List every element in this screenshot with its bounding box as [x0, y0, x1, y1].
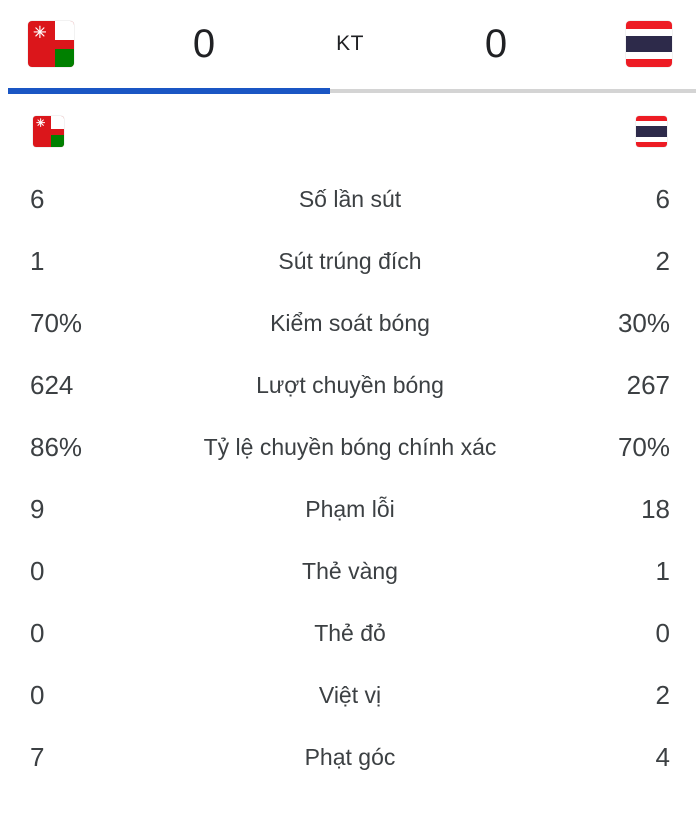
thai-stripe-white-bottom [636, 136, 667, 142]
thai-stripe-white-top [636, 121, 667, 127]
stat-label: Sút trúng đích [278, 247, 422, 274]
stat-label: Việt vị [318, 681, 382, 708]
stat-away-value: 267 [626, 369, 670, 400]
stat-away-value: 0 [655, 617, 670, 648]
stat-home-value: 624 [30, 369, 74, 400]
thai-stripe-red-bottom [626, 59, 672, 67]
thai-stripe-blue [636, 126, 667, 137]
oman-flag-white-field [50, 116, 64, 130]
stat-row: 6 Số lần sút 6 [30, 168, 670, 230]
stat-label: Số lần sút [298, 185, 402, 212]
stat-label: Thẻ đỏ [314, 619, 386, 646]
oman-emblem-icon [36, 118, 46, 128]
stat-row: 9 Phạm lỗi 18 [30, 478, 670, 540]
stat-row: 86% Tỷ lệ chuyền bóng chính xác 70% [30, 416, 670, 478]
away-score: 0 [484, 21, 508, 66]
stat-row: 0 Thẻ vàng 1 [30, 540, 670, 602]
stat-home-value: 0 [30, 617, 45, 648]
scoreboard-header: 0 KT 0 [0, 0, 700, 88]
thai-stripe-white-bottom [626, 51, 672, 60]
stat-label: Tỷ lệ chuyền bóng chính xác [203, 433, 497, 460]
match-stats-table: 6 Số lần sút 6 1 Sút trúng đích 2 70% Kiểm soát… [0, 168, 700, 822]
stat-row: 0 Thẻ đỏ 0 [30, 602, 670, 664]
oman-flag-white-field [54, 21, 74, 41]
stat-row: 0 Việt vị 2 [30, 664, 670, 726]
stat-home-value: 86% [30, 431, 83, 462]
stat-label: Kiểm soát bóng [270, 309, 430, 336]
stat-label: Phạt góc [304, 743, 396, 770]
stat-row: 1 Sút trúng đích 2 [30, 230, 670, 292]
stat-away-value: 2 [655, 245, 670, 276]
oman-emblem-icon [33, 25, 47, 39]
tab-indicator[interactable] [0, 88, 700, 95]
stat-row: 624 Lượt chuyền bóng 267 [30, 354, 670, 416]
stat-label: Thẻ vàng [302, 557, 398, 584]
stat-home-value: 6 [30, 183, 45, 214]
stat-home-value: 0 [30, 679, 45, 710]
stat-home-value: 70% [30, 307, 83, 338]
stat-away-value: 1 [655, 555, 670, 586]
thai-stripe-red-bottom [636, 141, 667, 147]
stat-label: Phạm lỗi [305, 495, 395, 522]
thai-stripe-blue [626, 36, 672, 52]
stat-away-value: 4 [655, 741, 670, 772]
away-team-flag-container [582, 21, 672, 67]
home-team-flag-container [28, 21, 118, 67]
stat-home-value: 7 [30, 741, 45, 772]
stat-row: 70% Kiểm soát bóng 30% [30, 292, 670, 354]
stat-label: Lượt chuyền bóng [256, 371, 444, 398]
stat-away-value: 18 [641, 493, 670, 524]
thailand-flag-icon-small [636, 116, 667, 147]
stat-away-value: 30% [617, 307, 670, 338]
match-status-label: KT [336, 32, 364, 55]
home-score: 0 [192, 21, 216, 66]
oman-flag-green-field [54, 48, 74, 67]
thai-stripe-red-top [636, 116, 667, 122]
thailand-flag-icon [626, 21, 672, 67]
stats-column-header-row [0, 95, 700, 168]
oman-flag-icon [28, 21, 74, 67]
stat-away-value: 70% [617, 431, 670, 462]
oman-flag-green-field [50, 134, 64, 147]
thai-stripe-red-top [626, 21, 672, 29]
stat-away-value: 6 [655, 183, 670, 214]
stat-home-value: 1 [30, 245, 45, 276]
stat-row: 7 Phạt góc 4 [30, 726, 670, 788]
oman-flag-icon-small [33, 116, 64, 147]
stat-home-value: 0 [30, 555, 45, 586]
tab-indicator-track [8, 89, 696, 93]
thai-stripe-white-top [626, 28, 672, 37]
stat-home-value: 9 [30, 493, 45, 524]
tab-indicator-active-fill [8, 88, 330, 94]
stat-away-value: 2 [655, 679, 670, 710]
